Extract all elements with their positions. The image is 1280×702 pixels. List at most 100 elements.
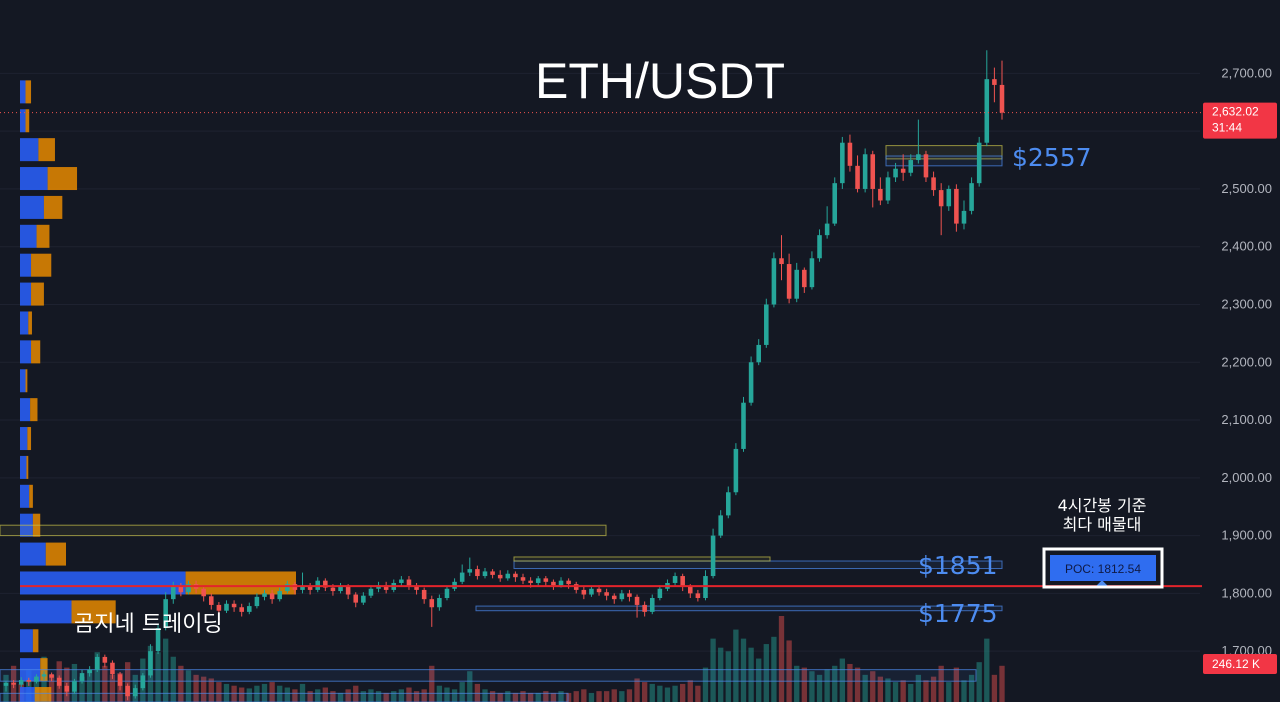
current-price-tag: 2,632.02 31:44: [1203, 102, 1277, 139]
candle-body: [520, 577, 526, 581]
volume-bar: [406, 687, 412, 702]
poc-note-line2: 최다 매물대: [1063, 515, 1142, 534]
volume-bar: [26, 670, 32, 702]
candle-body: [855, 165, 860, 189]
poc-note-line1: 4시간봉 기준: [1058, 496, 1147, 515]
volume-bar: [862, 674, 868, 702]
level-label-1775: $1775: [918, 599, 998, 628]
candle-body: [513, 573, 518, 578]
price-axis[interactable]: 1,700.001,800.001,900.002,000.002,100.00…: [1221, 65, 1272, 658]
volume-bar: [86, 669, 93, 702]
candle-body: [262, 593, 267, 597]
candle-body: [361, 595, 366, 603]
volume-bar: [908, 683, 914, 702]
volume-bar: [337, 692, 344, 702]
volume-bar: [436, 685, 443, 702]
y-tick-label: 2,200.00: [1221, 354, 1272, 369]
candle-body: [672, 576, 678, 583]
candle-body: [300, 586, 305, 590]
candle-body: [969, 183, 974, 211]
candle-body: [414, 586, 419, 590]
candle-body: [41, 674, 47, 677]
candle-body: [718, 515, 723, 536]
volume-bar: [657, 685, 663, 702]
volume-profile: [20, 80, 296, 702]
volume-bar: [649, 683, 655, 702]
candle-body: [444, 588, 450, 598]
vp-sell-bar: [32, 629, 39, 653]
vp-buy-bar: [20, 629, 33, 653]
vp-sell-bar: [28, 311, 32, 335]
candle-body: [132, 688, 138, 697]
volume-bar: [748, 647, 754, 702]
candle-body: [254, 596, 260, 607]
candle-body: [687, 586, 693, 594]
countdown-value: 31:44: [1212, 121, 1242, 135]
poc-label-box: POC: 1812.54: [1042, 547, 1164, 589]
volume-bar: [938, 665, 944, 702]
volume-bar: [444, 687, 450, 702]
volume-bar: [489, 691, 496, 702]
vp-sell-bar: [31, 340, 41, 364]
volume-bar: [801, 667, 807, 702]
volume-bar: [596, 691, 602, 702]
volume-bar: [847, 663, 853, 702]
candle-body: [406, 579, 412, 587]
candle-body: [224, 603, 229, 611]
candle-body: [399, 579, 404, 583]
candle-body: [26, 680, 32, 682]
volume-bar: [170, 656, 176, 702]
volume-bar: [360, 691, 367, 702]
candle-body: [802, 269, 807, 288]
candle-body: [201, 588, 206, 597]
candle-body: [611, 595, 617, 600]
volume-bar: [923, 680, 929, 702]
poc-label: POC: 1812.54: [1065, 562, 1141, 576]
candle-body: [285, 584, 290, 592]
candle-body: [72, 681, 77, 692]
volume-bar: [809, 671, 815, 702]
candle-body: [269, 593, 275, 600]
vp-buy-bar: [20, 687, 35, 702]
candle-body: [642, 604, 647, 612]
candle-body: [581, 589, 587, 595]
vp-sell-bar: [31, 253, 52, 277]
candle-body: [756, 344, 761, 363]
candle-body: [467, 569, 473, 573]
volume-bar: [413, 691, 420, 702]
volume-bar: [854, 667, 861, 702]
candle-body: [505, 573, 511, 579]
candle-body: [3, 682, 9, 686]
volume-bar: [877, 676, 884, 702]
candle-body: [923, 154, 929, 178]
candle-body: [345, 586, 351, 595]
candle-body: [885, 177, 891, 201]
candle-body: [49, 674, 54, 678]
candle-body: [817, 235, 822, 259]
volume-bar: [398, 689, 405, 702]
vp-sell-bar: [185, 571, 296, 595]
volume-bar: [315, 689, 321, 702]
candle-body: [596, 588, 602, 593]
volume-bar: [695, 685, 701, 702]
volume-bar: [322, 687, 328, 702]
candle-body: [209, 596, 214, 605]
volume-bar: [292, 689, 298, 702]
volume-bar: [725, 651, 731, 702]
volume-bar: [915, 674, 922, 702]
vp-sell-bar: [38, 138, 55, 162]
candle-body: [18, 680, 24, 685]
vp-buy-bar: [20, 340, 32, 364]
candle-body: [726, 492, 731, 516]
candle-body: [178, 586, 184, 593]
volume-bar: [284, 687, 290, 702]
volume-bar: [307, 691, 313, 702]
volume-bar: [459, 682, 465, 702]
candle-body: [163, 599, 168, 629]
volume-bar: [231, 685, 237, 702]
candle-body: [893, 168, 898, 178]
candle-body: [110, 662, 115, 675]
level-box-1775: [475, 605, 1003, 612]
candle-body: [992, 79, 997, 85]
